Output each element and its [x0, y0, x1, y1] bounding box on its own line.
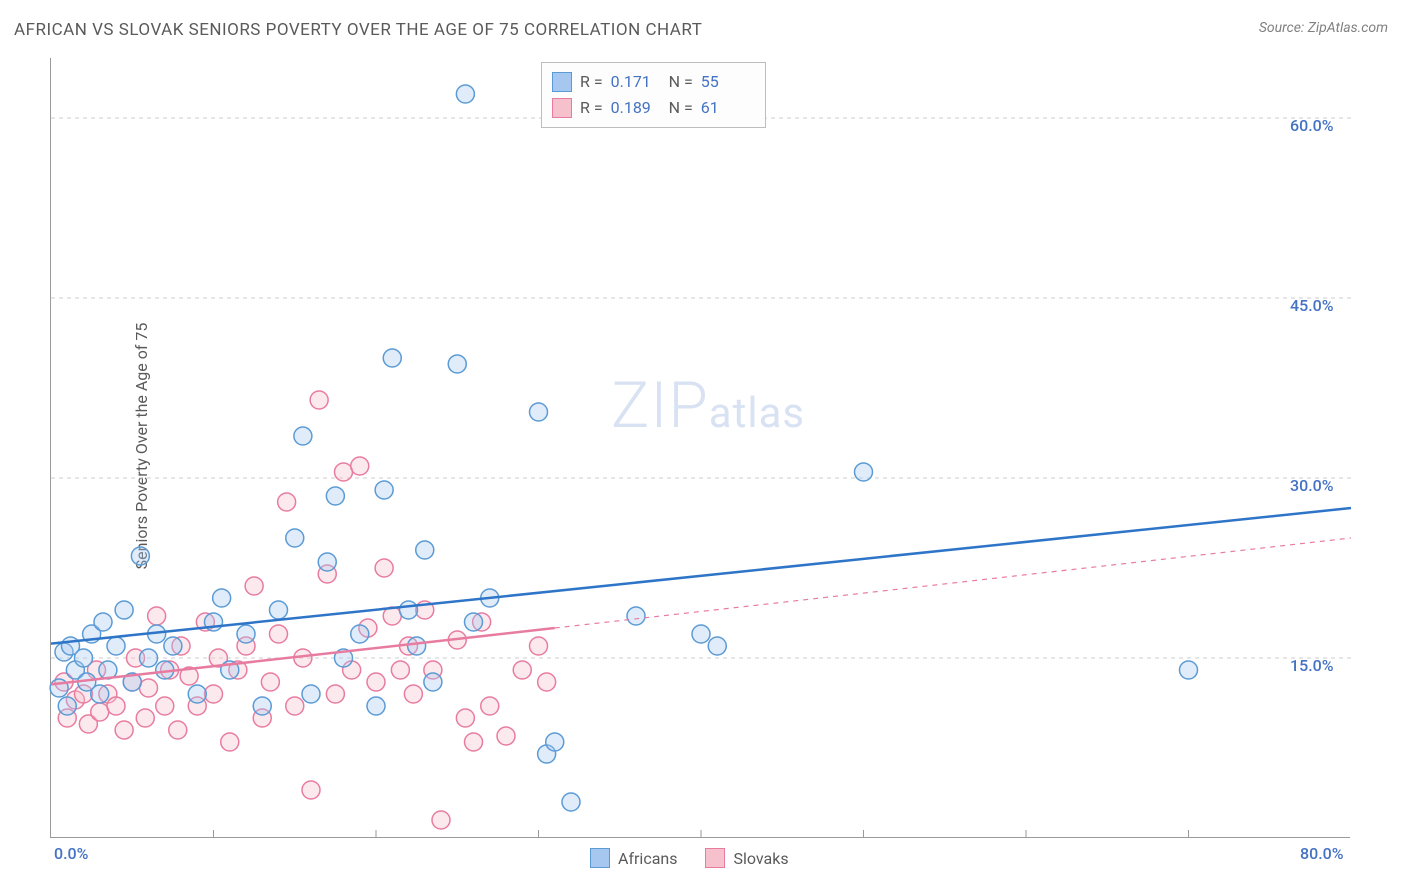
source-label: Source: ZipAtlas.com [1259, 20, 1388, 36]
y-tick-label: 60.0% [1290, 116, 1334, 135]
legend-label: Africans [618, 849, 677, 868]
n-label: N = [669, 69, 693, 95]
legend-swatch [705, 848, 725, 868]
r-value: 0.189 [611, 95, 661, 121]
legend-rn-box: R = 0.171 N = 55 R = 0.189 N = 61 [541, 62, 766, 128]
legend-swatch [590, 848, 610, 868]
r-value: 0.171 [611, 69, 661, 95]
legend-rn-row: R = 0.171 N = 55 [552, 69, 751, 95]
y-tick-label: 45.0% [1290, 296, 1334, 315]
y-tick-label: 15.0% [1290, 656, 1334, 675]
legend-item: Slovaks [705, 848, 788, 868]
r-label: R = [580, 69, 603, 95]
chart-title: AFRICAN VS SLOVAK SENIORS POVERTY OVER T… [14, 20, 702, 40]
y-tick-label: 30.0% [1290, 476, 1334, 495]
legend-swatch [552, 72, 572, 92]
x-tick-label: 80.0% [1300, 844, 1344, 863]
n-value: 61 [701, 95, 751, 121]
legend-label: Slovaks [733, 849, 788, 868]
legend-swatch [552, 98, 572, 118]
legend-item: Africans [590, 848, 677, 868]
legend-rn-row: R = 0.189 N = 61 [552, 95, 751, 121]
x-tick-label: 0.0% [54, 844, 88, 863]
r-label: R = [580, 95, 603, 121]
n-label: N = [669, 95, 693, 121]
correlation-chart: AFRICAN VS SLOVAK SENIORS POVERTY OVER T… [0, 0, 1406, 892]
legend-bottom: Africans Slovaks [590, 848, 789, 868]
plot-area: ZIPatlas R =0.171N =55R =0.189N =61 [50, 58, 1350, 838]
n-value: 55 [701, 69, 751, 95]
plot-svg [51, 58, 1350, 837]
